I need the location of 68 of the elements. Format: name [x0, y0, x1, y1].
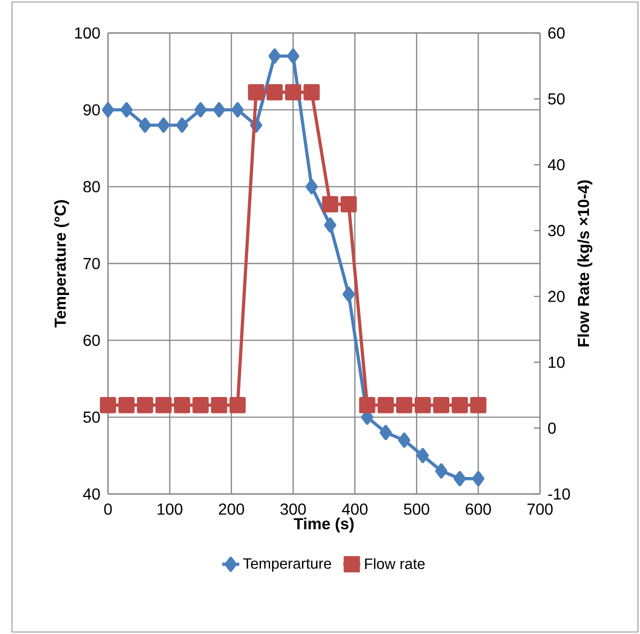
- point: [100, 396, 116, 414]
- y-tick-label: 40: [83, 488, 100, 500]
- point: [472, 471, 484, 486]
- y-tick-label: 50: [83, 412, 100, 423]
- y-tick-label: 80: [83, 181, 100, 192]
- point: [306, 179, 318, 194]
- point: [248, 84, 264, 100]
- point: [268, 48, 281, 64]
- x-axis-title: Time (s): [294, 518, 354, 533]
- point: [304, 84, 320, 100]
- point: [287, 48, 300, 64]
- point: [340, 196, 357, 212]
- point: [102, 102, 114, 118]
- x-tick-label: 100: [158, 504, 182, 515]
- y2-tick-label: -10: [548, 488, 570, 500]
- point: [155, 396, 172, 414]
- point: [359, 396, 376, 414]
- point: [414, 396, 431, 414]
- point: [136, 396, 154, 414]
- legend-label: Temperarture: [243, 558, 332, 572]
- y-tick-label: 90: [84, 104, 100, 116]
- legend-label: Flow rate: [365, 558, 425, 570]
- y2-tick-label: 30: [548, 224, 565, 236]
- point: [396, 396, 412, 414]
- point: [433, 396, 450, 414]
- y2-tick-label: 60: [548, 27, 565, 39]
- point: [380, 424, 392, 440]
- x-tick-label: 300: [280, 504, 306, 515]
- point: [176, 118, 188, 133]
- x-tick-label: 500: [404, 504, 430, 515]
- point: [452, 396, 468, 414]
- y2-axis-title: Flow Rate (kg/s ×10-4): [577, 180, 592, 346]
- point: [398, 432, 410, 448]
- point: [266, 84, 283, 100]
- y2-tick-label: 10: [548, 356, 565, 368]
- point: [378, 396, 394, 414]
- x-tick-label: 0: [104, 504, 112, 515]
- point: [157, 118, 170, 133]
- point: [230, 396, 246, 414]
- y2-tick-label: 50: [548, 93, 565, 105]
- point: [416, 448, 429, 464]
- point: [192, 396, 209, 414]
- point: [138, 118, 152, 133]
- point: [342, 286, 355, 302]
- point: [232, 102, 244, 118]
- y2-tick-label: 20: [548, 290, 565, 302]
- point: [194, 102, 207, 118]
- point: [435, 463, 448, 479]
- y2-tick-label: 40: [548, 159, 565, 170]
- y-tick-label: 100: [75, 27, 100, 39]
- y-tick-label: 60: [84, 334, 100, 346]
- point: [285, 84, 302, 100]
- point: [118, 396, 135, 414]
- x-tick-label: 200: [218, 504, 244, 515]
- point: [210, 396, 228, 414]
- y-tick-label: 70: [84, 258, 100, 270]
- point: [324, 217, 336, 233]
- x-tick-label: 700: [528, 504, 553, 515]
- x-tick-label: 400: [342, 504, 368, 515]
- point: [120, 102, 133, 118]
- x-tick-label: 600: [466, 504, 491, 515]
- point: [470, 396, 486, 414]
- point: [212, 102, 226, 118]
- y-axis-title: Temperature (°C): [54, 200, 70, 328]
- point: [322, 196, 338, 212]
- y2-tick-label: 0: [548, 422, 556, 434]
- point: [454, 471, 466, 486]
- point: [174, 396, 190, 414]
